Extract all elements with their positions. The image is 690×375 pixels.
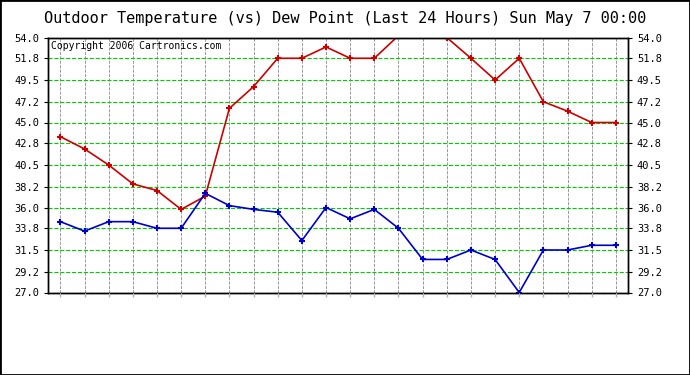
Text: 05:00: 05:00	[152, 296, 162, 327]
Text: 23:00: 23:00	[586, 296, 597, 327]
Text: 06:00: 06:00	[176, 296, 186, 327]
Text: 14:00: 14:00	[369, 296, 380, 327]
Text: 11:00: 11:00	[297, 296, 307, 327]
Text: 19:00: 19:00	[490, 296, 500, 327]
Text: 20:00: 20:00	[514, 296, 524, 327]
Text: 18:00: 18:00	[466, 296, 476, 327]
Text: 12:00: 12:00	[321, 296, 331, 327]
Text: 04:00: 04:00	[128, 296, 138, 327]
Text: 15:00: 15:00	[393, 296, 404, 327]
Text: 00:00: 00:00	[611, 296, 621, 327]
Text: 03:00: 03:00	[104, 296, 114, 327]
Text: Copyright 2006 Cartronics.com: Copyright 2006 Cartronics.com	[51, 41, 221, 51]
Text: 16:00: 16:00	[417, 296, 428, 327]
Text: 21:00: 21:00	[538, 296, 549, 327]
Text: 08:00: 08:00	[224, 296, 235, 327]
Text: 22:00: 22:00	[562, 296, 573, 327]
Text: Outdoor Temperature (vs) Dew Point (Last 24 Hours) Sun May 7 00:00: Outdoor Temperature (vs) Dew Point (Last…	[44, 11, 646, 26]
Text: 07:00: 07:00	[200, 296, 210, 327]
Text: 17:00: 17:00	[442, 296, 452, 327]
Text: 10:00: 10:00	[273, 296, 283, 327]
Text: 09:00: 09:00	[248, 296, 259, 327]
Text: 02:00: 02:00	[79, 296, 90, 327]
Text: 13:00: 13:00	[345, 296, 355, 327]
Text: 01:00: 01:00	[55, 296, 66, 327]
